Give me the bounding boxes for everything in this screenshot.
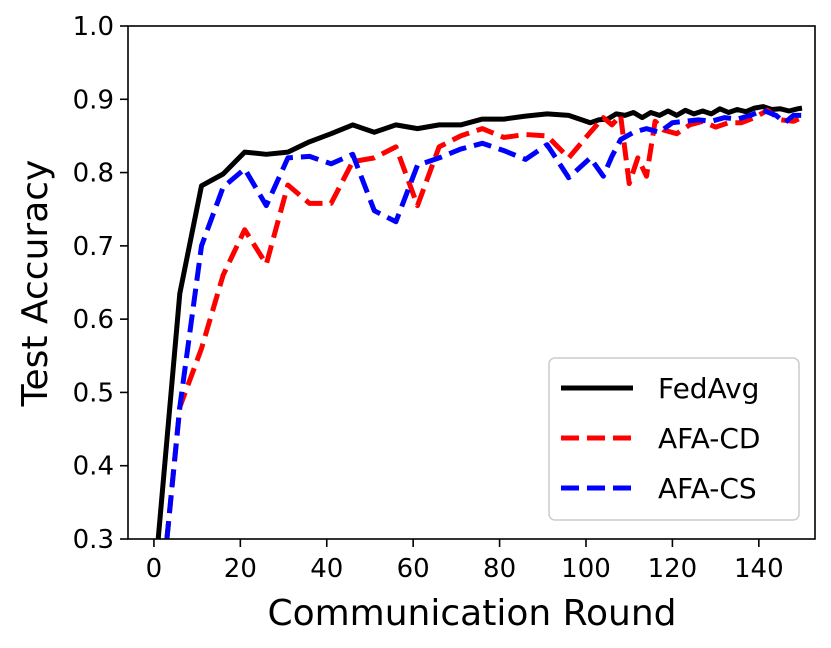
y-tick-label: 0.7 (73, 232, 114, 262)
x-axis-ticks: 0 20 40 60 80 100 120 140 (146, 539, 784, 584)
legend-box (548, 357, 800, 521)
plot-frame (127, 25, 816, 540)
y-tick-label: 0.6 (73, 305, 114, 335)
y-tick-label: 0.3 (73, 525, 114, 555)
series-line-afa-cs (164, 107, 802, 539)
legend-label: FedAvg (658, 372, 759, 405)
x-axis-title: Communication Round (267, 593, 676, 634)
x-tick-label: 120 (648, 554, 698, 584)
y-tick-label: 0.9 (73, 85, 114, 115)
x-tick-label: 20 (224, 554, 257, 584)
series-layer (155, 104, 803, 539)
y-tick-label: 0.5 (73, 378, 114, 408)
legend: FedAvg AFA-CD AFA-CS (548, 357, 800, 521)
x-tick-label: 100 (561, 554, 611, 584)
y-axis-ticks: 0.3 0.4 0.5 0.6 0.7 0.8 0.9 1.0 (73, 12, 128, 555)
legend-label: AFA-CS (658, 472, 757, 505)
y-axis-title: Test Accuracy (15, 160, 56, 408)
x-tick-label: 140 (734, 554, 784, 584)
y-tick-label: 0.4 (73, 452, 114, 482)
y-tick-label: 0.8 (73, 159, 114, 189)
x-tick-label: 80 (483, 554, 516, 584)
x-tick-label: 0 (146, 554, 163, 584)
x-tick-label: 60 (397, 554, 430, 584)
y-tick-label: 1.0 (73, 12, 114, 42)
series-line-afa-cd (164, 107, 803, 539)
series-line-fedavg (155, 104, 803, 539)
legend-label: AFA-CD (658, 422, 760, 455)
x-tick-label: 40 (310, 554, 343, 584)
